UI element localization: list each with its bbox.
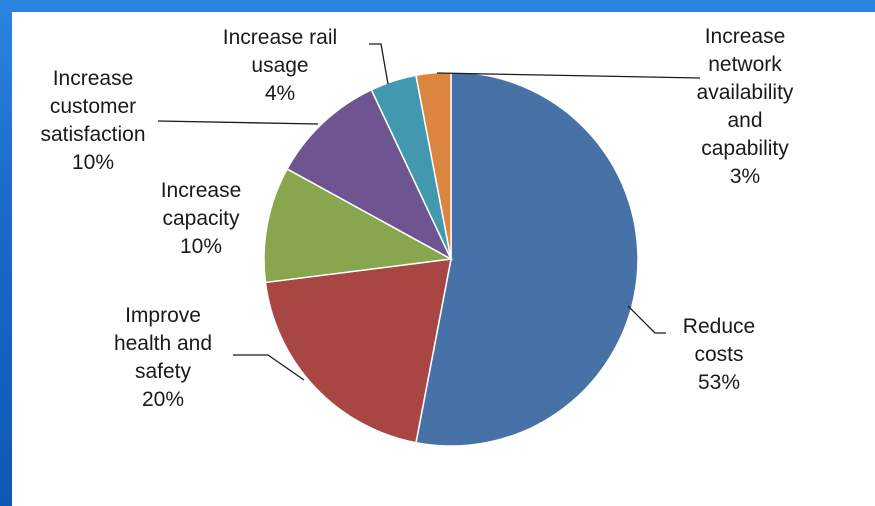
leader-line-improve-health-and-safety [233,354,305,381]
data-label-improve-health-and-safety: Improve health and safety 20% [114,304,212,411]
leader-lines [157,43,701,381]
pie-slice-increase-capacity [263,167,454,284]
data-label-increase-network-availability-and-capability: Increase network availability and capability… [697,25,794,188]
leader-line-increase-network-availability-and-capability [436,72,701,79]
pie-slice-increase-customer-satisfaction [286,88,453,261]
pie-slice-reduce-costs [415,71,639,447]
data-label-increase-customer-satisfaction: Increase customer satisfaction 10% [40,67,145,174]
data-label-increase-rail-usage: Increase rail usage 4% [223,26,337,105]
slice-labels: Reduce costs 53% Improve health and safety 20%… [40,25,793,411]
pie-slice-increase-network-availability-and-capability [415,71,452,260]
leader-line-increase-customer-satisfaction [157,120,319,125]
leader-line-reduce-costs [627,305,666,334]
pie-slice-improve-health-and-safety [264,258,452,444]
pie-slices [263,71,639,447]
data-label-reduce-costs: Reduce costs 53% [683,315,755,394]
data-label-increase-capacity: Increase capacity 10% [161,179,242,258]
leader-line-increase-rail-usage [369,43,389,85]
